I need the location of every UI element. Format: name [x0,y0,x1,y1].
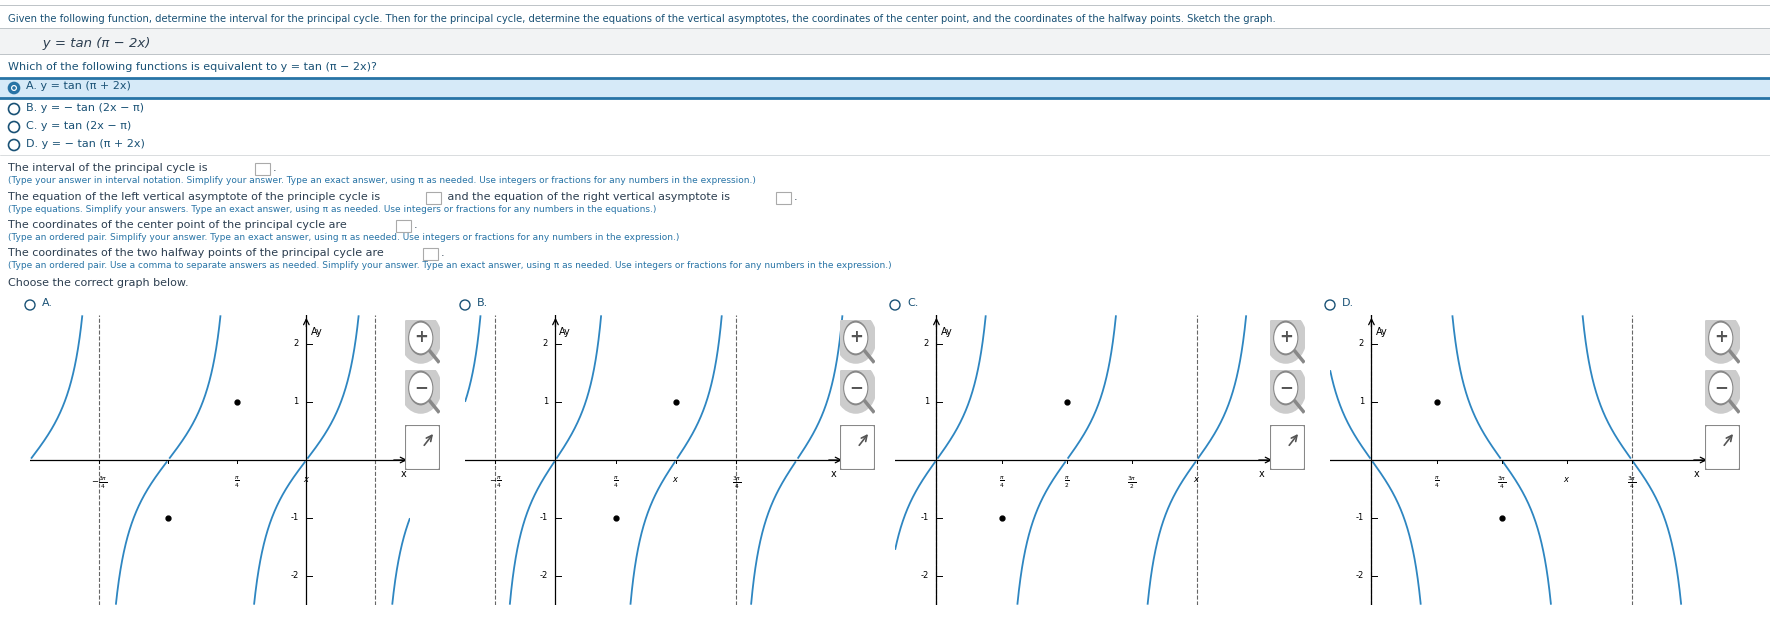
Text: -2: -2 [290,571,299,581]
Text: A. y = tan (π + 2x): A. y = tan (π + 2x) [27,81,131,91]
Text: −: − [1713,378,1728,396]
Text: -1: -1 [1356,514,1365,522]
Text: B. y = − tan (2x − π): B. y = − tan (2x − π) [27,103,143,113]
Text: -1: -1 [290,514,299,522]
Text: (Type an ordered pair. Use a comma to separate answers as needed. Simplify your : (Type an ordered pair. Use a comma to se… [9,261,892,270]
FancyBboxPatch shape [405,425,441,470]
Text: Given the following function, determine the interval for the principal cycle. Th: Given the following function, determine … [9,14,1276,24]
Text: D. y = − tan (π + 2x): D. y = − tan (π + 2x) [27,139,145,149]
Text: Ay: Ay [312,327,322,337]
Circle shape [11,85,18,91]
Text: $\frac{\pi}{2}$: $\frac{\pi}{2}$ [1064,475,1069,490]
Text: $-\frac{\pi}{4}$: $-\frac{\pi}{4}$ [489,475,501,490]
Text: +: + [850,328,862,346]
Text: A.: A. [42,298,53,308]
Text: 1: 1 [1359,397,1365,407]
Text: 1: 1 [543,397,549,407]
FancyBboxPatch shape [0,28,1770,54]
Circle shape [9,103,19,115]
Text: -2: -2 [920,571,929,581]
FancyBboxPatch shape [775,191,791,204]
Circle shape [460,300,471,310]
Text: $x$: $x$ [1193,475,1200,483]
Text: $\frac{\pi}{4}$: $\frac{\pi}{4}$ [1434,475,1439,490]
Text: Ay: Ay [559,327,572,337]
Text: $x$: $x$ [303,475,310,483]
Text: and the equation of the right vertical asymptote is: and the equation of the right vertical a… [444,192,729,202]
Text: 1: 1 [924,397,929,407]
Text: The equation of the left vertical asymptote of the principle cycle is: The equation of the left vertical asympt… [9,192,381,202]
Circle shape [25,300,35,310]
Text: −: − [1278,378,1292,396]
Text: $\frac{\pi}{4}$: $\frac{\pi}{4}$ [998,475,1004,490]
Text: -2: -2 [540,571,549,581]
Text: .: . [414,220,418,230]
Text: B.: B. [476,298,489,308]
Text: $\frac{\pi}{4}$: $\frac{\pi}{4}$ [612,475,620,490]
Text: −: − [850,378,862,396]
FancyBboxPatch shape [425,191,441,204]
Circle shape [890,300,899,310]
Text: 2: 2 [1359,339,1365,348]
FancyBboxPatch shape [841,425,874,470]
Text: 1: 1 [294,397,299,407]
Text: -1: -1 [540,514,549,522]
Text: −: − [414,378,428,396]
FancyBboxPatch shape [255,163,269,175]
Circle shape [9,139,19,150]
Text: +: + [1713,328,1728,346]
Text: -1: -1 [920,514,929,522]
Text: The interval of the principal cycle is: The interval of the principal cycle is [9,163,207,173]
Text: x: x [830,469,835,478]
Text: The coordinates of the center point of the principal cycle are: The coordinates of the center point of t… [9,220,347,230]
Text: (Type an ordered pair. Simplify your answer. Type an exact answer, using π as ne: (Type an ordered pair. Simplify your ans… [9,233,680,242]
Text: Choose the correct graph below.: Choose the correct graph below. [9,278,189,288]
Text: Which of the following functions is equivalent to y = tan (π − 2x)?: Which of the following functions is equi… [9,62,377,72]
Text: $\frac{3\pi}{4}$: $\frac{3\pi}{4}$ [1497,475,1506,491]
Text: x: x [1694,469,1699,478]
Text: $\frac{3\pi}{4}$: $\frac{3\pi}{4}$ [1627,475,1637,491]
FancyBboxPatch shape [1271,425,1304,470]
Text: 2: 2 [294,339,299,348]
Circle shape [9,121,19,132]
FancyBboxPatch shape [395,220,411,232]
Text: C.: C. [906,298,919,308]
Text: 2: 2 [543,339,549,348]
Text: (Type your answer in interval notation. Simplify your answer. Type an exact answ: (Type your answer in interval notation. … [9,176,756,185]
Text: $x$: $x$ [1563,475,1570,483]
Text: x: x [1258,469,1266,478]
Circle shape [12,86,16,90]
Circle shape [1326,300,1335,310]
Circle shape [9,82,19,93]
Text: Ay: Ay [940,327,952,337]
Text: .: . [441,248,444,258]
Text: Ay: Ay [1375,327,1388,337]
Text: $\frac{\pi}{4}$: $\frac{\pi}{4}$ [234,475,241,490]
Text: .: . [273,163,276,173]
Text: +: + [414,328,428,346]
Text: 2: 2 [924,339,929,348]
FancyBboxPatch shape [423,248,437,259]
Text: $\frac{3\pi}{2}$: $\frac{3\pi}{2}$ [1127,475,1136,491]
Text: C. y = tan (2x − π): C. y = tan (2x − π) [27,121,131,131]
Text: x: x [402,469,407,478]
Text: $\frac{3\pi}{4}$: $\frac{3\pi}{4}$ [731,475,742,491]
Text: (Type equations. Simplify your answers. Type an exact answer, using π as needed.: (Type equations. Simplify your answers. … [9,205,657,214]
Text: -2: -2 [1356,571,1365,581]
Text: $-\frac{3\pi}{4}$: $-\frac{3\pi}{4}$ [90,475,108,491]
Text: The coordinates of the two halfway points of the principal cycle are: The coordinates of the two halfway point… [9,248,384,258]
Text: y = tan (π − 2x): y = tan (π − 2x) [30,37,150,50]
FancyBboxPatch shape [1705,425,1740,470]
Text: D.: D. [1342,298,1354,308]
FancyBboxPatch shape [0,78,1770,98]
Text: $x$: $x$ [673,475,680,483]
Text: .: . [795,192,798,202]
Text: +: + [1278,328,1292,346]
